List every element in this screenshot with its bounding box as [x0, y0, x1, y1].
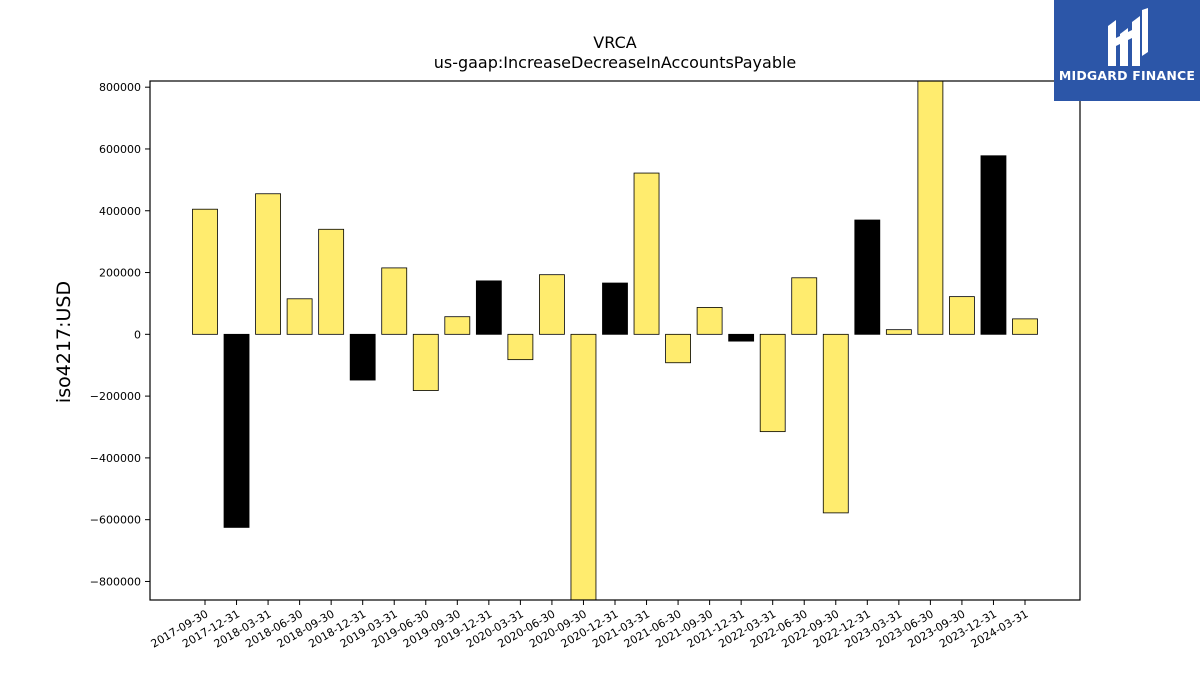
bar-2020-12-31: [602, 282, 628, 335]
bar-2023-03-31: [885, 329, 912, 335]
bar-2019-03-31: [381, 267, 408, 335]
bar-2021-09-30: [696, 307, 723, 335]
bar-2020-03-31: [507, 333, 534, 361]
bar-2022-03-31: [759, 333, 786, 433]
bar-2018-03-31: [255, 193, 281, 335]
bar-2019-12-31: [475, 280, 502, 335]
bar-2022-06-30: [791, 277, 818, 335]
y-tick-label: −800000: [90, 575, 141, 588]
chart-subtitle: us-gaap:IncreaseDecreaseInAccountsPayabl…: [434, 53, 797, 72]
bar-2023-12-31: [980, 155, 1007, 335]
bar-2024-03-31: [1012, 318, 1038, 335]
bar-2019-09-30: [444, 316, 471, 335]
bar-2023-09-30: [949, 296, 975, 335]
y-tick-label: 800000: [99, 81, 141, 94]
bar-2021-12-31: [728, 333, 755, 342]
midgard-logo-icon: [1108, 8, 1148, 66]
x-axis-ticks: 2017-09-302017-12-312018-03-312018-06-30…: [149, 600, 1031, 651]
bar-2021-06-30: [665, 333, 691, 364]
y-tick-label: 400000: [99, 205, 141, 218]
plot-frame: [149, 80, 1081, 601]
bar-2023-06-30: [917, 80, 944, 335]
bar-2018-09-30: [318, 228, 345, 335]
y-tick-label: 0: [134, 328, 141, 341]
y-tick-label: 200000: [99, 267, 141, 280]
bar-2022-09-30: [822, 333, 849, 514]
y-tick-label: 600000: [99, 143, 141, 156]
bar-2017-12-31: [223, 333, 250, 528]
bar-2020-06-30: [539, 274, 565, 335]
y-tick-label: −200000: [90, 390, 141, 403]
y-tick-label: −400000: [90, 452, 141, 465]
y-tick-label: −600000: [90, 514, 141, 527]
bar-2020-09-30: [570, 333, 597, 601]
brand-logo-text: MIDGARD FINANCE: [1058, 68, 1196, 83]
bar-2021-03-31: [633, 172, 660, 335]
bar-2018-12-31: [349, 333, 376, 381]
chart-title: VRCA: [593, 33, 636, 52]
bar-2017-09-30: [192, 208, 218, 335]
bar-2019-06-30: [412, 333, 439, 391]
y-axis-label: iso4217:USD: [53, 281, 75, 403]
bar-2022-12-31: [854, 219, 881, 335]
y-axis-ticks: 800000 600000 400000 200000 0 −200000 −400000 −…: [90, 81, 150, 588]
brand-logo: MIDGARD FINANCE: [1054, 0, 1200, 101]
bars-group: [192, 80, 1038, 601]
bar-2018-06-30: [286, 298, 313, 335]
